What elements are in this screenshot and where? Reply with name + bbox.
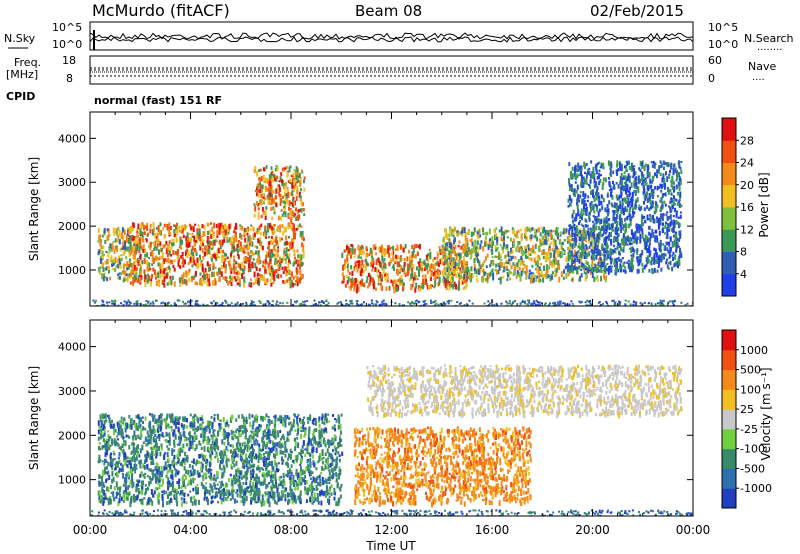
x-tick-label: 08:00 <box>274 523 309 537</box>
power-axes: 1000 2000 3000 4000 <box>58 112 694 306</box>
x-tick-label: 20:00 <box>575 523 610 537</box>
colorbar-tick-label: -25 <box>740 423 758 436</box>
date-title: 02/Feb/2015 <box>590 2 684 20</box>
noise-right-tick-bottom: 10^0 <box>708 38 738 51</box>
colorbar-frame <box>721 329 737 509</box>
nave-dots: .... <box>752 72 765 83</box>
colorbar-segment <box>722 140 736 163</box>
freq-left-label-1: Freq. <box>14 56 41 69</box>
x-tick-label: 00:00 <box>73 523 108 537</box>
station-title: McMurdo (fitACF) <box>92 1 230 20</box>
colorbar-tick-label: 25 <box>740 403 754 416</box>
colorbar-segment <box>722 349 736 371</box>
y-tick-label: 2000 <box>58 220 86 233</box>
y-tick-label: 1000 <box>58 474 86 487</box>
noise-sky-trace <box>89 32 694 40</box>
noise-left-tick-top: 10^5 <box>52 21 82 34</box>
power-feature-2 <box>253 165 306 223</box>
velocity-feature-2 <box>366 364 683 419</box>
y-tick-label: 4000 <box>58 341 86 354</box>
colorbar-segment <box>722 330 736 351</box>
colorbar-segment <box>722 251 736 275</box>
colorbar-segment <box>722 448 736 469</box>
freq-left-tick-bottom: 8 <box>66 72 73 85</box>
noise-left-label: N.Sky <box>4 32 36 45</box>
freq-traces <box>90 67 693 77</box>
colorbar-tick-label: 16 <box>740 201 754 214</box>
time-axis-label: Time UT <box>365 539 416 553</box>
freq-left-tick-top: 18 <box>62 54 76 67</box>
power-colorbar-label: Power [dB] <box>757 172 771 237</box>
colorbar-segment <box>722 369 736 390</box>
power-ylabel: Slant Range [km] <box>27 157 41 261</box>
colorbar-tick-label: 500 <box>740 364 761 377</box>
colorbar-segment <box>722 162 736 186</box>
beam-title: Beam 08 <box>355 2 422 20</box>
colorbar-tick-label: 20 <box>740 179 754 192</box>
x-tick-label: 00:00 <box>676 523 711 537</box>
velocity-heatmap <box>90 364 693 516</box>
noise-traces <box>89 30 694 50</box>
x-tick-label: 04:00 <box>173 523 208 537</box>
noise-left-tick-bottom: 10^0 <box>52 38 82 51</box>
colorbar-segment <box>722 428 736 450</box>
velocity-feature-0 <box>97 413 344 508</box>
y-tick-label: 1000 <box>58 264 86 277</box>
freq-left-label-2: [MHz] <box>6 68 38 81</box>
colorbar-tick-label: -100 <box>740 443 765 456</box>
colorbar-segment <box>722 409 736 430</box>
colorbar-tick-label: 12 <box>740 223 754 236</box>
colorbar-segment <box>722 389 736 410</box>
colorbar-segment <box>722 229 736 252</box>
colorbar-tick-label: 4 <box>740 268 747 281</box>
nave-label: Nave <box>748 60 776 73</box>
colorbar-tick-label: 1000 <box>740 344 768 357</box>
colorbar-segment <box>722 273 736 297</box>
noise-search-trace <box>89 36 694 43</box>
colorbar-segment <box>722 488 736 509</box>
colorbar-tick-label: 8 <box>740 246 747 259</box>
colorbar-segment <box>722 468 736 489</box>
colorbar-segment <box>722 184 736 208</box>
x-tick-label: 12:00 <box>374 523 409 537</box>
freq-right-tick-bottom: 0 <box>708 72 715 85</box>
colorbar-segment <box>722 118 736 141</box>
colorbar-tick-label: -1000 <box>740 482 772 495</box>
y-tick-label: 3000 <box>58 176 86 189</box>
colorbar-tick-label: 100 <box>740 383 761 396</box>
colorbar-segment <box>722 207 736 230</box>
y-tick-label: 4000 <box>58 132 86 145</box>
velocity-colorbar-label: Velocity [m s⁻¹] <box>759 367 773 460</box>
colorbar-tick-label: 28 <box>740 134 754 147</box>
x-tick-label: 16:00 <box>475 523 510 537</box>
noise-right-label: N.Search <box>744 32 794 45</box>
colorbar-tick-label: -500 <box>740 462 765 475</box>
velocity-axes: 1000 2000 3000 4000 00:00 04:00 08:00 12:00 16:0… <box>58 320 710 537</box>
velocity-feature-1 <box>353 426 532 508</box>
power-feature-3 <box>341 243 469 294</box>
noise-panel-frame <box>89 21 694 51</box>
power-feature-1 <box>127 222 305 289</box>
power-feature-5 <box>567 160 683 276</box>
cpid-value: normal (fast) 151 RF <box>94 94 222 107</box>
freq-right-tick-top: 60 <box>708 54 722 67</box>
power-colorbar: 28 24 20 16 12 8 4 <box>721 117 754 297</box>
y-tick-label: 2000 <box>58 429 86 442</box>
noise-right-dots: ........ <box>757 42 782 53</box>
velocity-colorbar: 1000 500 100 25 -25 -100 -500 -1000 <box>721 329 772 509</box>
power-heatmap <box>92 160 693 306</box>
noise-right-tick-top: 10^5 <box>708 21 738 34</box>
velocity-ylabel: Slant Range [km] <box>27 366 41 470</box>
colorbar-tick-label: 24 <box>740 157 754 170</box>
cpid-label: CPID <box>6 90 35 103</box>
y-tick-label: 3000 <box>58 385 86 398</box>
